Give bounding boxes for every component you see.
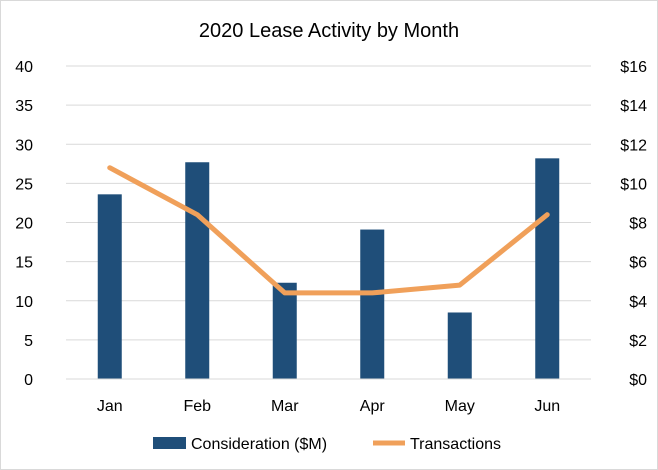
right-tick-label: $14 <box>620 98 647 115</box>
consideration-bar <box>97 194 122 379</box>
left-tick-label: 25 <box>15 176 33 193</box>
legend-line-label: Transactions <box>410 436 501 453</box>
x-tick-label: May <box>445 398 475 415</box>
right-tick-label: $16 <box>620 59 647 76</box>
consideration-bar <box>185 162 210 379</box>
gridlines <box>66 65 591 341</box>
x-tick-label: Jun <box>534 398 560 415</box>
right-tick-label: $8 <box>629 216 647 233</box>
right-tick-label: $0 <box>629 372 647 389</box>
left-tick-label: 15 <box>15 255 33 272</box>
consideration-bar <box>360 229 385 379</box>
left-tick-label: 0 <box>24 372 33 389</box>
left-tick-label: 5 <box>24 333 33 350</box>
transactions-line <box>107 165 550 296</box>
left-tick-label: 20 <box>15 216 33 233</box>
x-axis-ticks: Jan Feb Mar Apr May Jun <box>97 398 560 415</box>
legend-bar-label: Consideration ($M) <box>191 436 327 453</box>
consideration-bar <box>535 158 560 379</box>
left-tick-label: 10 <box>15 294 33 311</box>
right-tick-label: $6 <box>629 255 647 272</box>
left-tick-label: 40 <box>15 59 33 76</box>
consideration-bar <box>447 312 472 379</box>
right-tick-label: $10 <box>620 176 647 193</box>
x-tick-label: Jan <box>97 398 123 415</box>
legend-bar-swatch <box>153 437 186 449</box>
legend: Consideration ($M) Transactions <box>153 436 501 453</box>
consideration-bar <box>272 282 297 379</box>
right-tick-label: $12 <box>620 137 647 154</box>
left-tick-label: 30 <box>15 137 33 154</box>
right-axis-ticks: $0 $2 $4 $6 $8 $10 $12 $14 $16 <box>620 59 647 389</box>
right-tick-label: $2 <box>629 333 647 350</box>
left-tick-label: 35 <box>15 98 33 115</box>
right-tick-label: $4 <box>629 294 647 311</box>
x-tick-label: Mar <box>271 398 299 415</box>
transactions-line-layer <box>107 165 550 296</box>
consideration-bars <box>97 158 560 379</box>
x-tick-label: Feb <box>183 398 211 415</box>
left-axis-ticks: 0 5 10 15 20 25 30 35 40 <box>15 59 33 389</box>
chart-title: 2020 Lease Activity by Month <box>199 20 459 42</box>
x-tick-label: Apr <box>360 398 386 415</box>
